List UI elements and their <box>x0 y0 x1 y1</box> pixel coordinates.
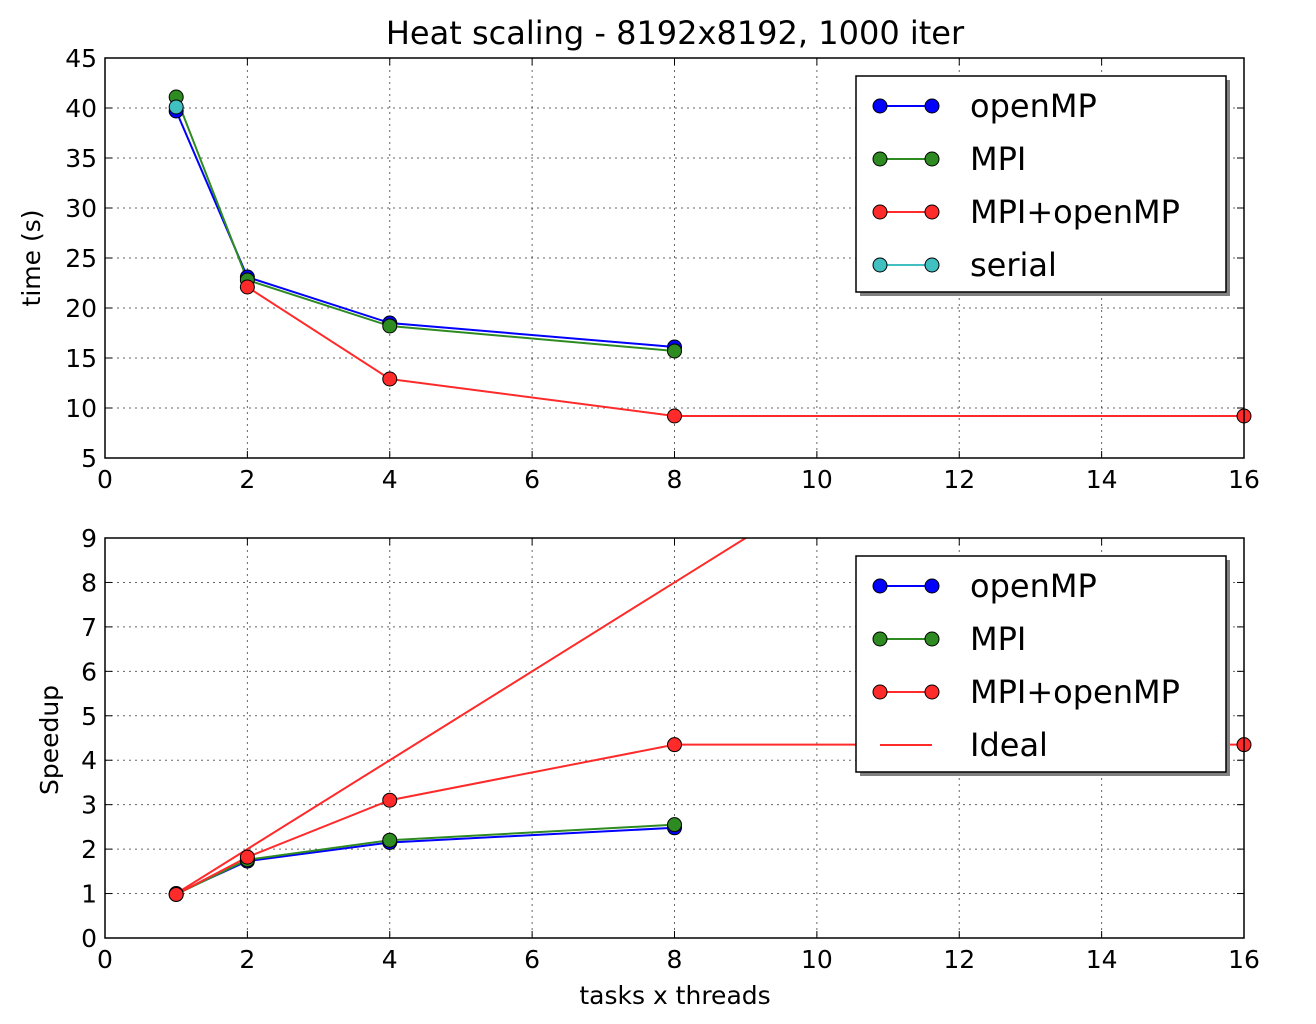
legend-label: MPI+openMP <box>970 673 1180 711</box>
y-tick-label: 4 <box>81 746 97 775</box>
legend-label: Ideal <box>970 726 1048 764</box>
legend-marker <box>924 204 940 220</box>
legend-marker <box>872 578 888 594</box>
legend: openMP MPI MPI+openMP serial <box>855 75 1230 296</box>
y-tick-label: 9 <box>81 524 97 553</box>
data-point <box>667 737 682 753</box>
series-line-mpi <box>175 96 675 352</box>
data-point <box>168 886 184 902</box>
plot-frame <box>104 57 1245 459</box>
x-tick-label: 10 <box>801 945 833 974</box>
legend-marker <box>924 578 940 594</box>
legend-label: openMP <box>970 567 1097 605</box>
legend-label: MPI <box>970 620 1026 658</box>
y-tick-label: 0 <box>81 924 97 953</box>
legend-marker <box>924 257 940 273</box>
legend-label: MPI <box>970 140 1026 178</box>
series-line-ideal <box>175 538 748 895</box>
legend-box <box>855 75 1227 293</box>
chart-title: Heat scaling - 8192x8192, 1000 iter <box>386 14 965 52</box>
x-tick-label: 14 <box>1086 945 1118 974</box>
legend-marker <box>872 204 888 220</box>
x-tick-label: 6 <box>524 465 540 494</box>
legend-marker <box>872 98 888 114</box>
legend-marker <box>872 257 888 273</box>
y-tick-label: 45 <box>65 44 97 73</box>
legend-label: MPI+openMP <box>970 193 1180 231</box>
x-tick-label: 8 <box>667 945 683 974</box>
data-point <box>382 832 398 848</box>
time-y-axis-label: time (s) <box>17 210 46 307</box>
x-tick-label: 8 <box>667 465 683 494</box>
data-point <box>382 318 398 334</box>
x-tick-label: 6 <box>524 945 540 974</box>
legend-box <box>855 555 1227 773</box>
y-tick-label: 15 <box>65 344 97 373</box>
data-point <box>168 99 184 115</box>
legend-marker <box>872 684 888 700</box>
legend-marker <box>872 151 888 167</box>
y-tick-label: 7 <box>81 613 97 642</box>
y-tick-label: 30 <box>65 194 97 223</box>
data-point <box>239 849 255 865</box>
x-tick-label: 16 <box>1228 945 1260 974</box>
x-tick-label: 4 <box>382 945 398 974</box>
legend: openMP MPI MPI+openMP Ideal <box>855 555 1230 776</box>
legend-label: openMP <box>970 87 1097 125</box>
x-tick-label: 0 <box>97 945 113 974</box>
y-tick-label: 25 <box>65 244 97 273</box>
legend-marker <box>924 631 940 647</box>
data-point <box>667 408 682 424</box>
x-tick-label: 12 <box>943 945 975 974</box>
data-point <box>667 817 682 833</box>
series-line-mpi-openmp <box>246 286 1244 417</box>
speedup-plot: 0 2 4 6 8 10 12 14 160123456789openMPMPIMPI+open… <box>81 524 1260 974</box>
x-tick-label: 16 <box>1228 465 1260 494</box>
x-tick-label: 4 <box>382 465 398 494</box>
y-tick-label: 20 <box>65 294 97 323</box>
y-tick-label: 6 <box>81 657 97 686</box>
y-tick-label: 2 <box>81 835 97 864</box>
legend-marker <box>924 98 940 114</box>
x-axis-label: tasks x threads <box>579 981 770 1010</box>
y-tick-label: 3 <box>81 791 97 820</box>
plot-frame <box>104 537 1245 939</box>
time-plot: 0 2 4 6 8 10 12 14 16 5 10 15 20 25 30 35 40 45 openMP MPI M… <box>65 44 1260 494</box>
x-tick-label: 0 <box>97 465 113 494</box>
y-tick-label: 10 <box>65 394 97 423</box>
y-tick-label: 5 <box>81 444 97 473</box>
data-point <box>667 343 682 359</box>
x-tick-label: 12 <box>943 465 975 494</box>
y-tick-label: 35 <box>65 144 97 173</box>
y-tick-label: 8 <box>81 568 97 597</box>
data-point <box>382 371 398 387</box>
legend-label: serial <box>970 246 1057 284</box>
x-tick-label: 2 <box>239 945 255 974</box>
x-tick-label: 14 <box>1086 465 1118 494</box>
legend-marker <box>872 631 888 647</box>
speedup-y-axis-label: Speedup <box>35 685 64 795</box>
x-tick-label: 2 <box>239 465 255 494</box>
y-tick-label: 1 <box>81 880 97 909</box>
series-line-mpi <box>175 823 675 896</box>
legend-marker <box>924 684 940 700</box>
y-tick-label: 5 <box>81 702 97 731</box>
data-point <box>382 792 398 808</box>
data-point <box>239 279 255 295</box>
series-line-openmp <box>175 110 675 348</box>
y-tick-label: 40 <box>65 94 97 123</box>
legend-marker <box>924 151 940 167</box>
x-tick-label: 10 <box>801 465 833 494</box>
